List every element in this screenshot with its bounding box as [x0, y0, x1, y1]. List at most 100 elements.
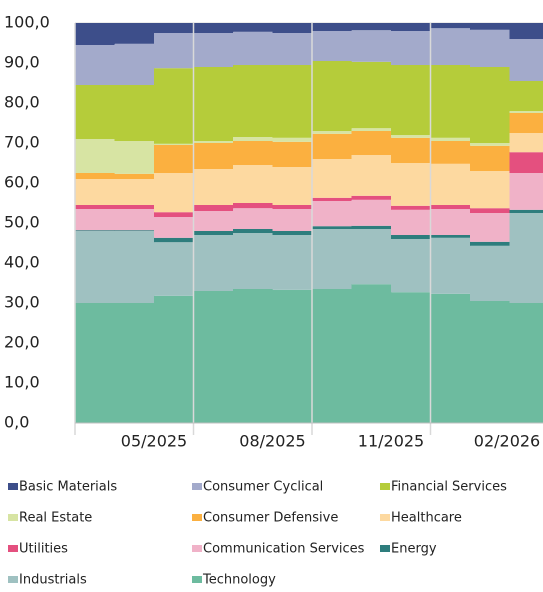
area-segment: [430, 209, 471, 235]
legend-label: Industrials: [19, 573, 87, 588]
area-segment: [351, 284, 392, 423]
area-segment: [114, 141, 155, 174]
legend-swatch: [8, 576, 18, 583]
area-segment: [391, 137, 431, 163]
legend-swatch: [380, 545, 390, 552]
area-segment: [114, 43, 155, 85]
area-segment: [351, 225, 392, 229]
area-segment: [312, 23, 352, 31]
area-segment: [75, 173, 115, 179]
area-segment: [509, 39, 543, 81]
area-segment: [272, 137, 313, 142]
area-segment: [154, 23, 194, 33]
area-segment: [75, 205, 115, 209]
area-segment: [509, 152, 543, 173]
x-tick-label: 05/2025: [121, 432, 187, 451]
y-tick-label: 100,0: [4, 13, 50, 32]
area-segment: [154, 33, 194, 69]
area-segment: [154, 212, 194, 217]
area-segment: [193, 231, 234, 235]
area-segment: [391, 163, 431, 206]
area-segment: [509, 113, 543, 133]
area-segment: [114, 230, 155, 231]
legend-swatch: [380, 483, 390, 490]
area-segment: [470, 241, 510, 246]
area-segment: [193, 33, 234, 67]
legend-label: Energy: [391, 542, 437, 557]
area-segment: [272, 141, 313, 167]
legend-label: Consumer Defensive: [203, 511, 338, 526]
area-segment: [114, 231, 155, 303]
x-tick-label: 08/2025: [239, 432, 305, 451]
area-segment: [114, 23, 155, 44]
y-tick-label: 0,0: [4, 413, 29, 432]
area-segment: [233, 208, 273, 229]
legend-label: Real Estate: [19, 511, 92, 526]
area-segment: [114, 303, 155, 423]
y-tick-label: 40,0: [4, 253, 40, 272]
area-segment: [233, 65, 273, 137]
area-segment: [312, 31, 352, 61]
area-segment: [312, 197, 352, 201]
area-segment: [509, 303, 543, 423]
area-segment: [272, 167, 313, 205]
area-segment: [272, 65, 313, 138]
area-segment: [470, 301, 510, 423]
y-tick-label: 20,0: [4, 333, 40, 352]
area-segment: [193, 23, 234, 33]
area-segment: [114, 205, 155, 209]
area-segment: [233, 229, 273, 233]
area-segment: [391, 205, 431, 210]
area-segment: [154, 173, 194, 213]
area-segment: [233, 289, 273, 423]
area-segment: [470, 145, 510, 171]
area-segment: [312, 289, 352, 423]
area-segment: [509, 111, 543, 113]
area-segment: [430, 205, 471, 209]
area-segment: [312, 159, 352, 198]
area-segment: [233, 165, 273, 203]
y-tick-label: 30,0: [4, 293, 40, 312]
area-segment: [430, 237, 471, 294]
area-segment: [75, 139, 115, 173]
y-tick-label: 50,0: [4, 213, 40, 232]
area-segment: [351, 61, 392, 129]
legend-label: Financial Services: [391, 480, 507, 495]
area-segment: [312, 61, 352, 131]
area-segment: [154, 242, 194, 296]
area-segment: [154, 217, 194, 238]
area-segment: [470, 143, 510, 146]
area-segment: [351, 229, 392, 285]
area-segment: [351, 30, 392, 62]
area-segment: [430, 235, 471, 238]
area-segment: [470, 23, 510, 30]
area-segment: [75, 23, 115, 45]
area-segment: [75, 231, 115, 303]
area-segment: [470, 213, 510, 242]
area-segment: [154, 143, 194, 145]
area-segment: [470, 29, 510, 67]
area-segment: [312, 133, 352, 159]
area-segment: [272, 205, 313, 209]
area-segment: [391, 292, 431, 423]
area-segment: [233, 137, 273, 141]
area-segment: [75, 179, 115, 205]
area-segment: [312, 201, 352, 227]
legend-swatch: [8, 545, 18, 552]
area-segment: [470, 171, 510, 209]
area-segment: [193, 205, 234, 211]
legend-swatch: [192, 576, 202, 583]
area-segment: [391, 23, 431, 31]
area-segment: [470, 67, 510, 143]
area-segment: [509, 209, 543, 213]
area-segment: [272, 33, 313, 65]
area-segment: [351, 155, 392, 196]
area-segment: [351, 131, 392, 155]
area-segment: [75, 45, 115, 85]
area-segment: [193, 67, 234, 141]
area-segment: [75, 209, 115, 231]
area-segment: [154, 237, 194, 243]
area-segment: [312, 131, 352, 134]
area-segment: [193, 141, 234, 143]
y-tick-label: 80,0: [4, 93, 40, 112]
